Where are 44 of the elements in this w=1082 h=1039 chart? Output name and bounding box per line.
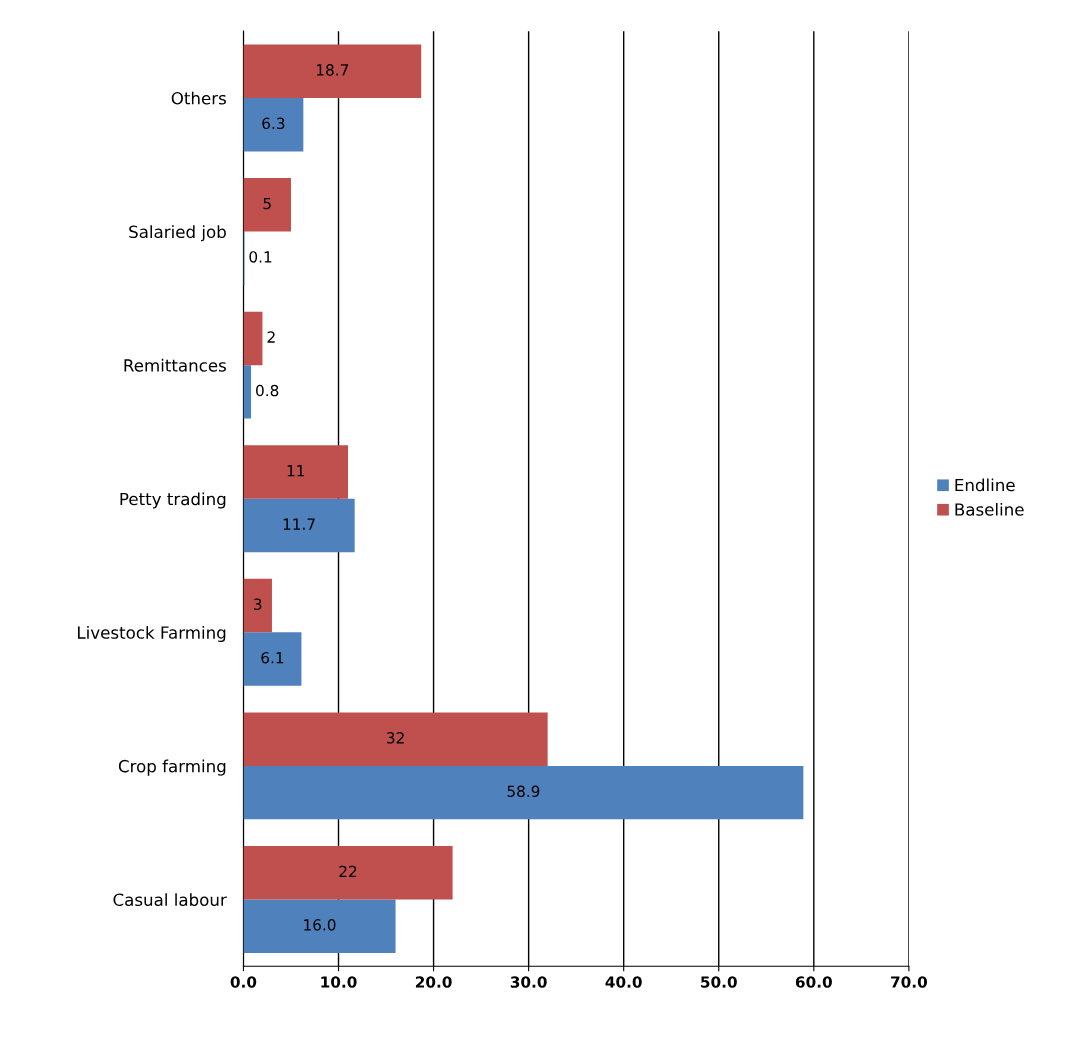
bar (243, 632, 302, 686)
data-label: 6.1 (261, 651, 284, 664)
x-tick-label: 30.0 (510, 976, 547, 988)
data-label: 58.9 (507, 785, 540, 798)
bar (243, 712, 548, 766)
bar (243, 97, 304, 152)
bar (243, 846, 453, 900)
bar (243, 178, 291, 232)
x-tick-label: 20.0 (415, 976, 452, 988)
y-tick-label: Casual labour (113, 893, 227, 907)
data-label: 22 (339, 865, 357, 877)
data-label: 16.0 (304, 919, 336, 931)
x-tick-label: 40.0 (605, 976, 642, 988)
bar (243, 498, 355, 553)
y-tick-label: Petty trading (120, 492, 226, 509)
bar (243, 899, 396, 953)
y-tick-label: Others (171, 91, 226, 105)
y-tick-label: Remittances (124, 358, 226, 372)
legend-label: Endline (955, 478, 1015, 492)
data-label: 11 (287, 465, 305, 477)
y-tick-label: Salaried job (129, 225, 226, 242)
data-label: 18.7 (317, 64, 349, 76)
y-tick-label: Crop farming (118, 759, 226, 776)
bar (243, 365, 252, 419)
data-label: 5 (263, 197, 271, 210)
data-label: 2 (267, 331, 275, 343)
data-label: 3 (254, 598, 262, 611)
data-label: 32 (386, 732, 404, 744)
data-label: 0.8 (256, 384, 279, 397)
data-label: 0.1 (249, 251, 272, 263)
data-label: 11.7 (283, 518, 315, 530)
y-tick-label: Livestock Farming (78, 625, 226, 643)
legend-label: Baseline (955, 502, 1024, 516)
data-label: 6.3 (262, 117, 285, 130)
x-tick-label: 10.0 (321, 976, 357, 988)
bar (243, 44, 422, 98)
bar (243, 578, 272, 633)
x-tick-label: 50.0 (701, 976, 737, 988)
bar (243, 311, 263, 366)
x-tick-label: 0.0 (230, 976, 257, 988)
x-tick-label: 60.0 (795, 976, 832, 988)
bar (243, 445, 349, 499)
bar (243, 765, 804, 820)
x-tick-label: 70.0 (891, 976, 927, 988)
